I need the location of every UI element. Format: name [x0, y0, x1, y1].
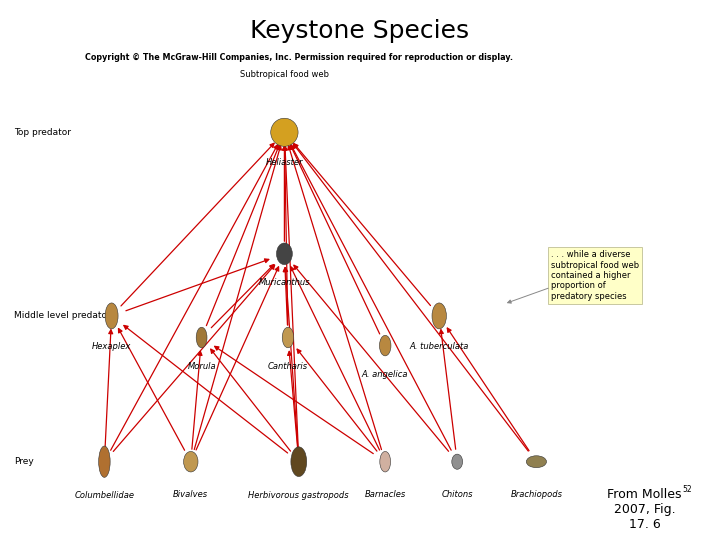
Text: Cantharis: Cantharis [268, 362, 308, 371]
Text: Keystone Species: Keystone Species [251, 19, 469, 43]
Text: Bivalves: Bivalves [174, 490, 208, 499]
Ellipse shape [276, 243, 292, 265]
Ellipse shape [379, 335, 391, 356]
Text: A. angelica: A. angelica [362, 370, 408, 379]
Text: Brachiopods: Brachiopods [510, 490, 562, 499]
Ellipse shape [291, 447, 307, 477]
Text: Hexaplex: Hexaplex [92, 342, 131, 351]
Text: Columbellidae: Columbellidae [74, 491, 135, 501]
Ellipse shape [184, 451, 198, 472]
Text: 52: 52 [683, 485, 692, 494]
Text: 2007, Fig.: 2007, Fig. [613, 503, 675, 516]
Text: Prey: Prey [14, 457, 34, 466]
Ellipse shape [380, 451, 391, 472]
Text: Chitons: Chitons [441, 490, 473, 499]
Text: A. tuberculata: A. tuberculata [410, 342, 469, 351]
Text: Muricanthus: Muricanthus [258, 278, 310, 287]
Ellipse shape [452, 454, 462, 469]
Text: Middle level predators: Middle level predators [14, 312, 116, 320]
Text: . . . while a diverse
subtropical food web
contained a higher
proportion of
pred: . . . while a diverse subtropical food w… [551, 250, 639, 301]
Text: Top predator: Top predator [14, 128, 71, 137]
Ellipse shape [196, 327, 207, 348]
Text: Herbivorous gastropods: Herbivorous gastropods [248, 491, 349, 501]
Text: From Molles: From Molles [607, 488, 682, 501]
Text: Morula: Morula [187, 362, 216, 371]
Text: Barnacles: Barnacles [364, 490, 406, 499]
Ellipse shape [432, 303, 446, 329]
Text: Subtropical food web: Subtropical food web [240, 70, 329, 79]
Ellipse shape [105, 303, 118, 329]
Ellipse shape [271, 118, 298, 146]
Ellipse shape [526, 456, 546, 468]
Ellipse shape [282, 327, 294, 348]
Text: Copyright © The McGraw-Hill Companies, Inc. Permission required for reproduction: Copyright © The McGraw-Hill Companies, I… [85, 53, 513, 62]
Ellipse shape [99, 446, 110, 477]
Text: Heliaster: Heliaster [266, 158, 303, 167]
Text: 17. 6: 17. 6 [629, 518, 660, 531]
